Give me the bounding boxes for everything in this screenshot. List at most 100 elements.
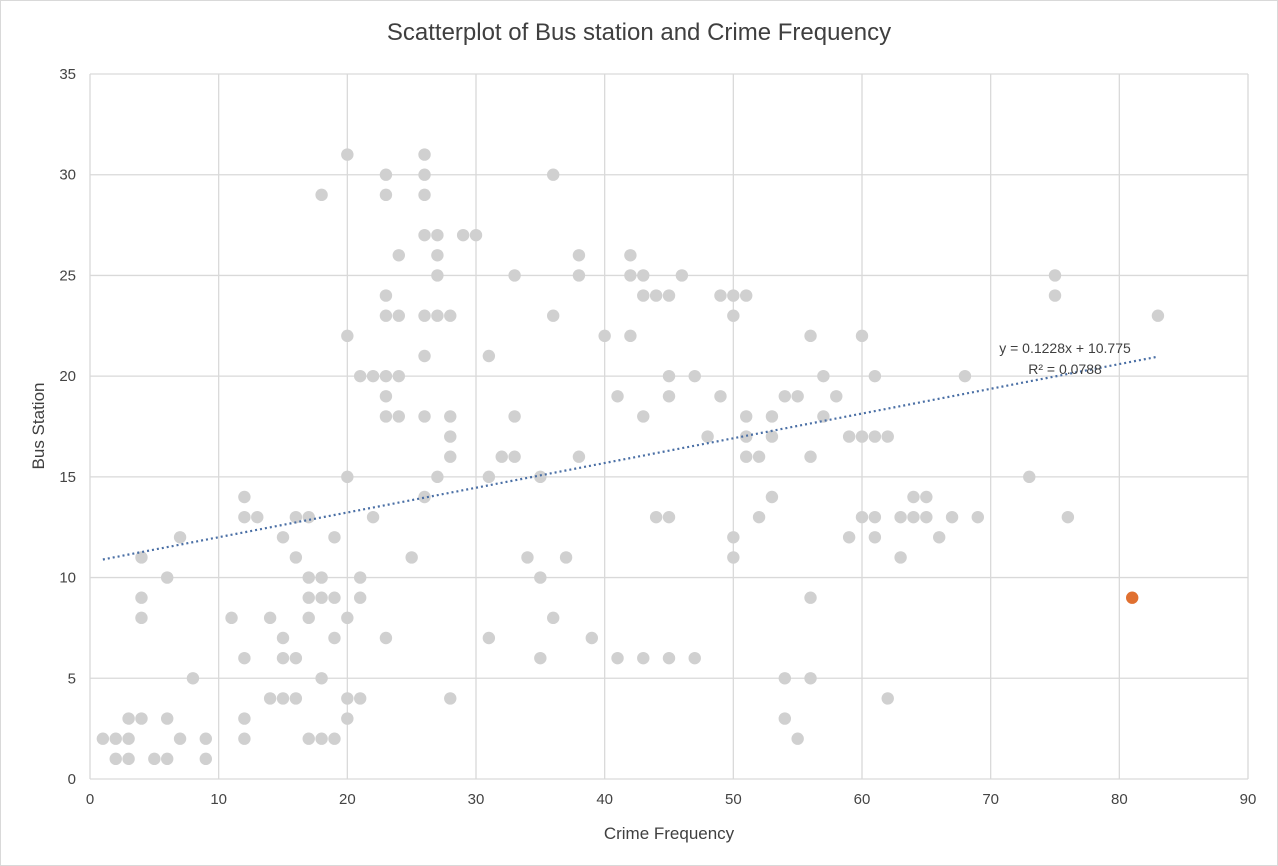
data-point-95	[482, 349, 496, 363]
data-point-46	[328, 531, 341, 544]
x-tick-label-1: 10	[210, 791, 227, 808]
data-point-52	[341, 470, 354, 484]
data-point-78	[418, 228, 431, 242]
x-tick-label-4: 40	[596, 791, 613, 808]
data-point-106	[547, 168, 560, 181]
data-point-55	[341, 712, 354, 725]
data-point-135	[714, 289, 727, 302]
data-point-71	[392, 309, 405, 322]
data-point-172	[881, 692, 894, 705]
data-point-75	[418, 148, 431, 161]
x-tick-label-9: 90	[1240, 791, 1257, 808]
data-point-66	[379, 369, 393, 383]
data-point-178	[920, 510, 933, 524]
data-point-126	[662, 289, 676, 302]
data-point-35	[289, 692, 303, 705]
data-point-1	[109, 732, 122, 745]
data-point-148	[765, 430, 779, 443]
data-point-39	[302, 611, 315, 625]
data-point-142	[740, 410, 753, 423]
data-point-17	[199, 732, 212, 745]
data-point-3	[122, 712, 135, 725]
data-point-86	[431, 309, 444, 322]
data-point-79	[418, 309, 431, 322]
data-point-54	[341, 692, 354, 705]
data-point-174	[894, 551, 907, 564]
data-point-7	[135, 591, 148, 604]
data-point-16	[186, 672, 200, 685]
data-point-65	[379, 309, 393, 322]
data-point-149	[765, 490, 779, 504]
data-point-113	[585, 631, 598, 645]
data-point-92	[444, 692, 457, 705]
data-point-169	[868, 510, 882, 524]
data-point-183	[1023, 470, 1036, 484]
data-point-50	[341, 148, 354, 161]
data-point-60	[366, 369, 380, 383]
data-point-19	[225, 611, 238, 625]
data-point-77	[418, 188, 431, 202]
data-point-123	[637, 651, 650, 665]
data-point-170	[868, 531, 882, 544]
data-point-85	[431, 269, 444, 282]
data-point-53	[341, 611, 354, 625]
data-point-163	[842, 531, 856, 544]
data-point-70	[392, 249, 405, 262]
data-point-31	[276, 692, 290, 705]
data-point-63	[379, 188, 393, 202]
data-point-141	[740, 289, 753, 302]
data-point-41	[315, 188, 328, 202]
data-point-82	[418, 490, 431, 504]
data-point-105	[534, 651, 547, 665]
data-point-90	[444, 430, 457, 443]
data-point-168	[868, 430, 882, 443]
data-point-182	[971, 510, 984, 524]
data-point-125	[649, 510, 663, 524]
data-point-121	[637, 289, 650, 302]
data-point-139	[727, 531, 740, 544]
trendline-r-squared: R² = 0.0788	[1028, 361, 1102, 377]
data-point-14	[173, 531, 187, 544]
data-point-171	[881, 430, 894, 443]
data-point-173	[894, 510, 907, 524]
data-point-108	[547, 611, 560, 625]
data-point-152	[778, 712, 791, 725]
x-tick-labels: 0 10 20 30 40 50 60 70 80 90	[86, 791, 1257, 808]
data-point-130	[662, 651, 676, 665]
data-point-44	[315, 672, 328, 685]
data-point-97	[482, 631, 496, 645]
data-point-187	[1151, 309, 1165, 322]
data-point-15	[173, 732, 187, 745]
data-point-4	[122, 732, 135, 745]
data-point-110	[572, 249, 586, 262]
data-point-164	[855, 329, 869, 343]
data-point-129	[662, 510, 676, 524]
y-axis-label: Bus Station	[29, 383, 48, 470]
data-point-81	[418, 410, 431, 423]
data-point-116	[611, 651, 624, 665]
x-tick-label-7: 70	[982, 791, 999, 808]
data-point-162	[842, 430, 856, 443]
data-point-175	[907, 490, 920, 504]
x-tick-label-6: 60	[854, 791, 871, 808]
data-point-138	[727, 309, 740, 322]
data-point-184	[1048, 269, 1062, 282]
data-point-56	[354, 369, 367, 383]
data-point-32	[289, 510, 303, 524]
y-tick-label-6: 30	[59, 167, 76, 184]
data-point-91	[444, 450, 457, 463]
data-point-64	[379, 289, 393, 302]
y-tick-label-0: 0	[68, 771, 76, 788]
data-point-13	[161, 752, 174, 766]
data-point-179	[933, 531, 946, 544]
data-point-62	[379, 168, 393, 181]
x-axis-label: Crime Frequency	[604, 824, 735, 843]
data-point-137	[727, 289, 740, 302]
data-point-151	[778, 672, 791, 685]
trendline	[102, 355, 1159, 561]
data-point-48	[328, 631, 341, 645]
data-point-186	[1061, 510, 1075, 524]
data-point-88	[444, 309, 457, 322]
data-point-20	[238, 490, 251, 504]
